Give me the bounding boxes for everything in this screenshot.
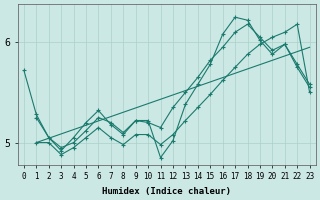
X-axis label: Humidex (Indice chaleur): Humidex (Indice chaleur) [102,187,231,196]
